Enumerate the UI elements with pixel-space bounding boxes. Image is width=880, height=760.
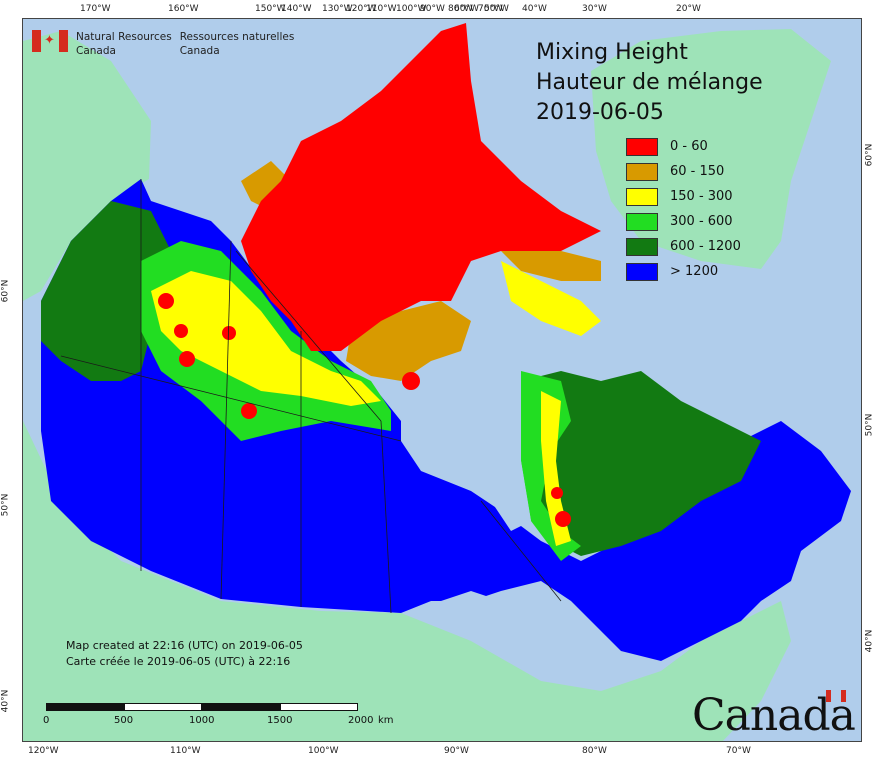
- zone-0-60-arctic: [241, 23, 601, 351]
- map-credits: Map created at 22:16 (UTC) on 2019-06-05…: [66, 638, 303, 670]
- zone-0-60-spot: [179, 351, 195, 367]
- graticule-top-label: 90°W: [420, 4, 445, 14]
- map-title-fr: Hauteur de mélange: [536, 70, 763, 95]
- legend-swatch: [626, 137, 658, 156]
- graticule-bottom-label: 80°W: [582, 746, 607, 756]
- legend-swatch: [626, 262, 658, 281]
- agency-name-fr: Ressources naturelles: [179, 31, 295, 43]
- zone-600-1200-west: [41, 201, 171, 381]
- map-title: Mixing Height Hauteur de mélange 2019-06…: [536, 38, 763, 128]
- graticule-left-label: 40°N: [0, 689, 11, 713]
- zone-0-60-spot: [402, 372, 420, 390]
- graticule-top-label: 60°W: [454, 4, 479, 14]
- graticule-right-label: 50°N: [864, 413, 875, 437]
- zone-150-300-quebec: [541, 391, 571, 546]
- graticule-top-label: 160°W: [168, 4, 199, 14]
- legend-label: > 1200: [670, 264, 719, 279]
- graticule-top-label: 20°W: [676, 4, 701, 14]
- agency-name-fr-line2: Canada: [179, 45, 220, 57]
- graticule-top-label: 130°W: [322, 4, 353, 14]
- scale-segment: [46, 703, 124, 711]
- scale-label: 1500: [267, 715, 293, 726]
- zone-0-60-spot: [555, 511, 571, 527]
- graticule-top-label: 150°W: [255, 4, 286, 14]
- graticule-top-label: 40°W: [522, 4, 547, 14]
- credit-fr: Carte créée le 2019-06-05 (UTC) à 22:16: [66, 655, 291, 668]
- graticule-top-label: 170°W: [80, 4, 111, 14]
- agency-name-en-line2: Canada: [76, 45, 116, 57]
- great-lakes: [441, 591, 521, 621]
- legend-item: 0 - 60: [626, 134, 741, 159]
- nrcan-signature: ✦ Natural Resources Canada Ressources na…: [32, 30, 294, 58]
- agency-name-en: Natural Resources: [76, 31, 172, 43]
- legend-label: 150 - 300: [670, 189, 733, 204]
- graticule-bottom-label: 120°W: [28, 746, 59, 756]
- graticule-top-label: 50°W: [484, 4, 509, 14]
- legend-item: 150 - 300: [626, 184, 741, 209]
- graticule-top-label: 140°W: [281, 4, 312, 14]
- scale-segment: [124, 703, 202, 711]
- map-canvas[interactable]: [22, 18, 862, 742]
- map-title-en: Mixing Height: [536, 40, 688, 65]
- united-states: [23, 421, 791, 741]
- credit-en: Map created at 22:16 (UTC) on 2019-06-05: [66, 639, 303, 652]
- greenland: [591, 29, 831, 269]
- graticule-top-label: 80°W: [448, 4, 473, 14]
- zone-0-60-spot: [222, 326, 236, 340]
- zone-0-60-spot: [551, 487, 563, 499]
- graticule-left-label: 60°N: [0, 279, 11, 303]
- zone-0-60-spot: [174, 324, 188, 338]
- legend-swatch: [626, 212, 658, 231]
- zone-0-60-spot: [241, 403, 257, 419]
- canada-flag-icon: ✦: [32, 30, 68, 52]
- legend-swatch: [626, 162, 658, 181]
- graticule-top-label: 110°W: [366, 4, 397, 14]
- graticule-top-label: 70°W: [478, 4, 503, 14]
- legend-item: 300 - 600: [626, 209, 741, 234]
- scale-segment: [280, 703, 358, 711]
- zone-60-150-baffin: [501, 251, 601, 281]
- zone-150-300-west: [151, 271, 381, 406]
- legend: 0 - 60 60 - 150 150 - 300 300 - 600 600 …: [626, 134, 741, 284]
- map-svg: [23, 19, 861, 741]
- alaska: [23, 31, 151, 301]
- graticule-bottom-label: 90°W: [444, 746, 469, 756]
- graticule-top-label: 30°W: [582, 4, 607, 14]
- graticule-top-label: 100°W: [396, 4, 427, 14]
- hudson-bay: [401, 361, 531, 531]
- zone-600-1200-quebec: [521, 371, 761, 556]
- graticule-right-label: 40°N: [864, 629, 875, 653]
- legend-item: 600 - 1200: [626, 234, 741, 259]
- scale-label: 2000: [348, 715, 374, 726]
- scale-unit: km: [378, 715, 394, 726]
- graticule-top-label: 120°W: [346, 4, 377, 14]
- province-borders: [60, 179, 562, 614]
- scale-label: 1000: [189, 715, 215, 726]
- graticule-bottom-label: 110°W: [170, 746, 201, 756]
- legend-label: 60 - 150: [670, 164, 725, 179]
- graticule-bottom-label: 100°W: [308, 746, 339, 756]
- scale-segment: [202, 703, 280, 711]
- zone-150-300-baffin: [501, 261, 601, 336]
- legend-swatch: [626, 237, 658, 256]
- legend-label: 0 - 60: [670, 139, 708, 154]
- legend-label: 600 - 1200: [670, 239, 741, 254]
- graticule-left-label: 50°N: [0, 493, 11, 517]
- legend-swatch: [626, 187, 658, 206]
- zone-300-600-quebec: [521, 371, 581, 561]
- map-date: 2019-06-05: [536, 100, 664, 125]
- scale-label: 500: [114, 715, 134, 726]
- legend-item: 60 - 150: [626, 159, 741, 184]
- graticule-right-label: 60°N: [864, 143, 875, 167]
- scale-label: 0: [43, 715, 50, 726]
- zone-0-60-spot: [158, 293, 174, 309]
- wordmark-flag-icon: [826, 690, 846, 702]
- legend-label: 300 - 600: [670, 214, 733, 229]
- graticule-bottom-label: 70°W: [726, 746, 751, 756]
- legend-item: > 1200: [626, 259, 741, 284]
